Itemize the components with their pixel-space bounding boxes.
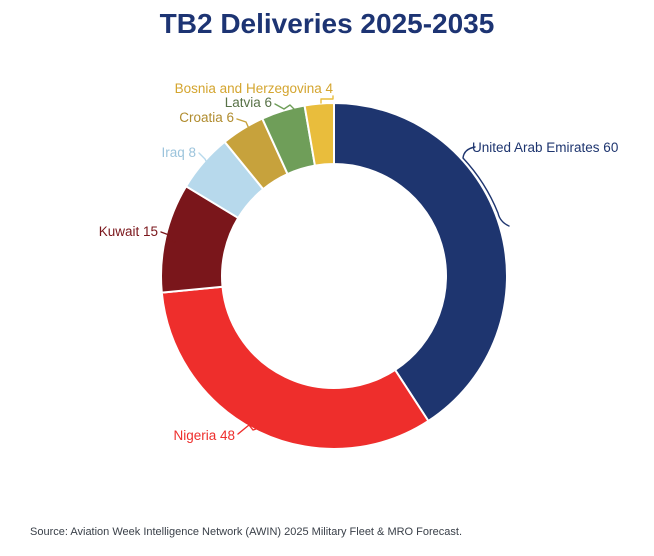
slice-label-nigeria: Nigeria 48 bbox=[173, 428, 235, 443]
slice-label-croatia: Croatia 6 bbox=[179, 110, 234, 125]
label-leader-iraq bbox=[198, 152, 210, 168]
slice-label-kuwait: Kuwait 15 bbox=[99, 224, 158, 239]
label-leader-latvia bbox=[274, 103, 297, 112]
pie-slice-united-arab-emirates[interactable] bbox=[333, 102, 508, 422]
slice-label-latvia: Latvia 6 bbox=[225, 95, 272, 110]
label-leader-bosnia-and-herzegovina bbox=[320, 95, 334, 104]
pie-slice-bosnia-and-herzegovina[interactable] bbox=[303, 102, 335, 167]
label-leader-kuwait bbox=[160, 231, 176, 243]
label-leader-nigeria bbox=[237, 424, 263, 435]
label-leader-croatia bbox=[236, 118, 251, 132]
pie-slice-nigeria[interactable] bbox=[160, 285, 430, 450]
slice-label-iraq: Iraq 8 bbox=[161, 145, 196, 160]
chart-title: TB2 Deliveries 2025-2035 bbox=[159, 8, 495, 39]
slice-label-bosnia-and-herzegovina: Bosnia and Herzegovina 4 bbox=[175, 81, 334, 96]
label-leader-united-arab-emirates bbox=[462, 146, 510, 227]
source-note: Source: Aviation Week Intelligence Netwo… bbox=[30, 526, 463, 538]
slice-label-united-arab-emirates: United Arab Emirates 60 bbox=[472, 140, 618, 155]
